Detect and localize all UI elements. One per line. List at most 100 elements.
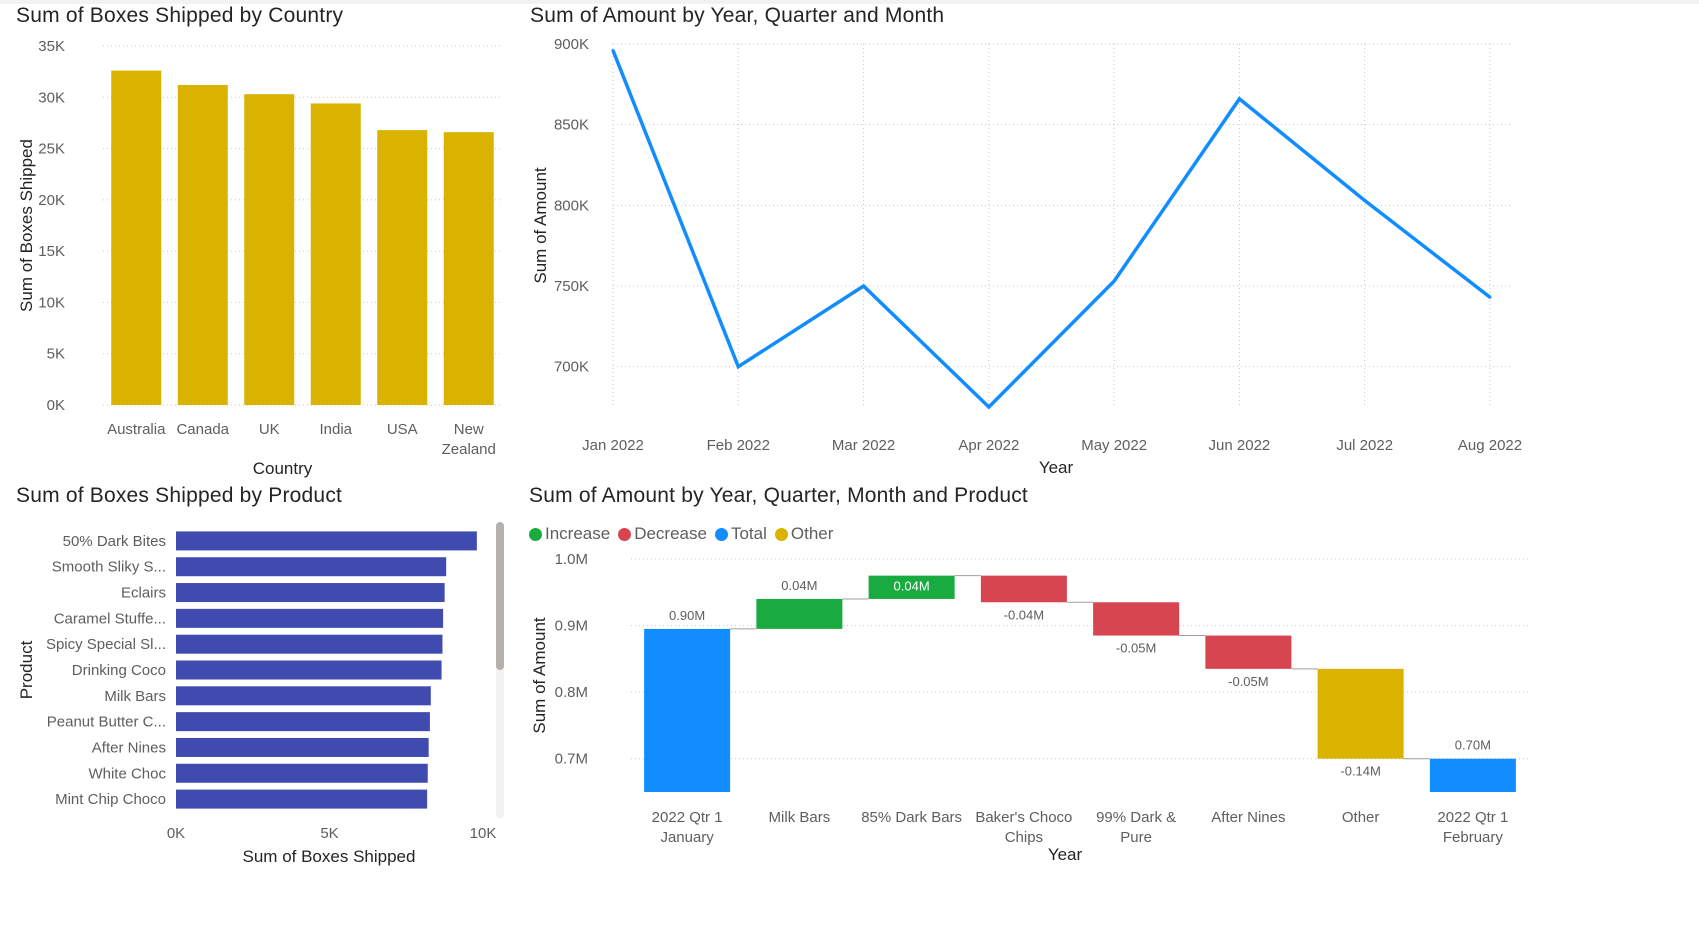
x-tick-label: 10K [470,825,497,842]
country-bar [177,84,228,405]
waterfall-data-label: 0.90M [669,608,705,623]
legend-label-other: Other [790,524,834,543]
x-tick-label: 2022 Qtr 1 [652,809,723,826]
waterfall-bar-decrease [980,575,1067,603]
legend-label-total: Total [730,524,767,543]
y-tick-label: After Nines [92,739,166,756]
y-tick-label: Caramel Stuffe... [54,610,166,627]
amount-point [862,284,866,288]
x-tick-label: Apr 2022 [958,437,1019,454]
y-tick-label: 5K [47,346,65,363]
y-tick-label: Spicy Special Sl... [46,636,166,653]
amount-point [736,365,740,369]
x-tick-label: May 2022 [1081,437,1147,454]
amount-point [1363,198,1367,202]
legend-item-decrease[interactable]: Decrease [618,524,707,544]
y-tick-label: 15K [38,243,65,260]
waterfall-data-label: -0.14M [1340,764,1380,779]
waterfall-bar-total [1429,758,1516,792]
x-tick-label: Aug 2022 [1458,437,1522,454]
amount-line-chart-panel[interactable]: Sum of Amount by Year, Quarter and Month… [530,4,1540,480]
product-bar [176,660,442,680]
x-tick-label: Jul 2022 [1336,437,1393,454]
country-chart-title: Sum of Boxes Shipped by Country [16,4,344,27]
legend-dot-total [714,527,728,541]
legend-dot-increase [529,527,542,541]
legend-item-total[interactable]: Total [714,524,767,544]
product-bar [176,686,431,706]
x-axis-title: Sum of Boxes Shipped [243,847,416,866]
waterfall-bar-decrease [1093,602,1180,636]
top-bar [0,0,1699,4]
y-tick-label: Milk Bars [104,688,166,705]
amount-line-chart[interactable]: 700K 750K 800K 850K 900K Jan 2022 Feb 2022 Mar … [530,4,1540,480]
x-axis-title: Year [1048,845,1083,864]
product-bar [176,531,477,551]
product-bar-chart[interactable]: 0K 5K 10K 50% Dark Bites Smooth Sliky S... Ec… [16,484,516,942]
y-tick-label: 900K [554,36,589,53]
amount-point [611,48,615,52]
amount-point [1112,279,1116,283]
x-tick-label: Jan 2022 [582,437,644,454]
product-bar [176,789,428,809]
x-axis-title: Country [253,459,313,478]
product-bar [176,583,445,603]
y-tick-label: 10K [38,294,65,311]
y-tick-label: 20K [38,192,65,209]
waterfall-bar-other [1317,668,1404,759]
y-tick-label: 800K [554,197,589,214]
x-tick-label: Pure [1120,829,1152,846]
x-tick-label: Baker's Choco [975,809,1072,826]
x-tick-label: February [1443,829,1504,846]
product-chart-panel[interactable]: Sum of Boxes Shipped by Product 0K 5K 10K 5… [16,484,516,942]
legend-item-other[interactable]: Other [774,524,834,544]
y-tick-label: 750K [554,278,589,295]
waterfall-bar-increase [868,575,955,599]
x-tick-label: Zealand [442,441,496,458]
product-bar [176,763,428,783]
x-tick-label: Canada [176,421,229,438]
x-tick-label: Chips [1005,829,1043,846]
x-tick-label: Other [1342,809,1380,826]
country-chart-panel[interactable]: Sum of Boxes Shipped by Country 0K 5K 10K 1… [16,4,516,480]
x-tick-label: Milk Bars [769,809,831,826]
waterfall-data-label: -0.05M [1116,641,1156,656]
waterfall-chart-panel[interactable]: Sum of Amount by Year, Quarter, Month an… [529,484,1539,942]
product-bar [176,557,447,577]
waterfall-bar-total [644,628,731,792]
legend-item-increase[interactable]: Increase [529,524,610,544]
product-bar [176,634,443,654]
country-bar [310,103,361,405]
legend-dot-other [774,527,788,541]
x-tick-label: Jun 2022 [1209,437,1271,454]
x-tick-label: India [319,421,352,438]
y-axis-title: Sum of Boxes Shipped [17,139,36,312]
waterfall-chart[interactable]: 0.7M 0.8M 0.9M 1.0M 0.90M 2022 Qtr 1 January 0.… [529,484,1539,942]
x-tick-label: UK [259,421,280,438]
country-bar [443,132,494,405]
y-tick-label: White Choc [88,765,166,782]
amount-point [987,405,991,409]
legend-dot-decrease [618,527,632,541]
country-bar-chart[interactable]: 0K 5K 10K 15K 20K 25K 30K 35K Australia Canada UK I… [16,4,516,480]
legend-label-increase: Increase [545,524,611,543]
product-scrollbar-thumb[interactable] [496,522,504,670]
x-axis-title: Year [1039,458,1074,477]
x-tick-label: Feb 2022 [707,437,770,454]
amount-point [1488,295,1492,299]
country-bar [111,70,162,406]
waterfall-legend: Increase Decrease Total Other [529,524,833,544]
y-tick-label: Eclairs [121,585,166,602]
y-tick-label: 30K [38,89,65,106]
y-tick-label: 850K [554,117,589,134]
product-chart-title: Sum of Boxes Shipped by Product [16,484,343,507]
waterfall-data-label: -0.05M [1228,674,1268,689]
x-tick-label: 5K [320,825,338,842]
waterfall-data-label: -0.04M [1004,607,1044,622]
y-tick-label: Smooth Sliky S... [52,559,166,576]
waterfall-bar-increase [756,598,843,629]
y-tick-label: 700K [554,359,589,376]
y-axis-title: Product [17,640,36,699]
country-bar [244,94,295,406]
y-axis-title: Sum of Amount [531,167,550,284]
